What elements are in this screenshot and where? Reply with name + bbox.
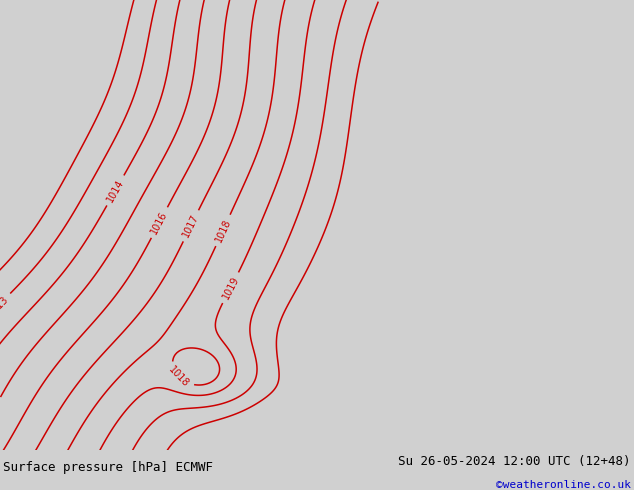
Text: 1020: 1020 <box>103 484 121 490</box>
Text: 1018: 1018 <box>167 365 191 389</box>
Text: 1016: 1016 <box>149 209 169 236</box>
Text: Su 26-05-2024 12:00 UTC (12+48): Su 26-05-2024 12:00 UTC (12+48) <box>398 455 631 468</box>
Text: 1017: 1017 <box>181 213 201 239</box>
Text: 1013: 1013 <box>0 294 10 318</box>
Text: 1018: 1018 <box>213 217 233 244</box>
Text: 1015: 1015 <box>0 399 3 425</box>
Text: Surface pressure [hPa] ECMWF: Surface pressure [hPa] ECMWF <box>3 462 213 474</box>
Text: ©weatheronline.co.uk: ©weatheronline.co.uk <box>496 480 631 490</box>
Text: 1014: 1014 <box>105 177 126 203</box>
Text: 1019: 1019 <box>221 274 241 301</box>
